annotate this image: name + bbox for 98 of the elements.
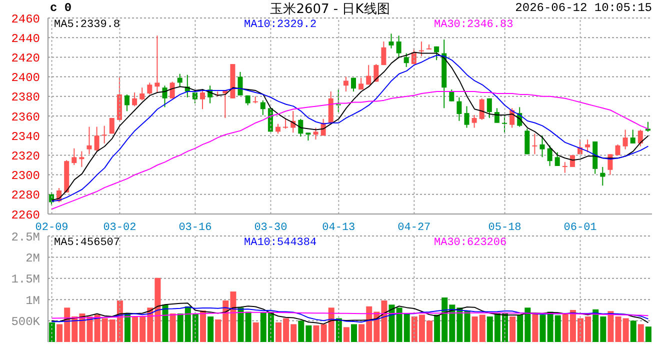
candlestick bbox=[102, 125, 107, 144]
line-series bbox=[51, 306, 649, 323]
text: MA5:2339.8 bbox=[54, 19, 122, 31]
candlestick bbox=[622, 129, 628, 150]
candlestick bbox=[170, 81, 175, 99]
y-tick-label: 2460 bbox=[11, 12, 40, 26]
x-tick-label: 04-13 bbox=[322, 222, 356, 234]
candlestick bbox=[464, 106, 470, 128]
candlestick bbox=[132, 92, 138, 107]
candlestick bbox=[200, 89, 205, 110]
text: MA10:2329.2 bbox=[244, 19, 318, 31]
bar bbox=[630, 320, 636, 342]
text: MA30:623206 bbox=[434, 237, 508, 249]
candlestick bbox=[298, 118, 304, 138]
bar bbox=[124, 314, 130, 342]
candlestick bbox=[479, 98, 484, 120]
y-tick-label: 1M bbox=[26, 294, 40, 308]
candlestick bbox=[404, 52, 409, 68]
y-tick-label: 2360 bbox=[11, 110, 40, 124]
line-series bbox=[51, 302, 649, 324]
text: c 0 bbox=[50, 1, 72, 15]
candlestick bbox=[540, 135, 545, 158]
y-tick-label: 500K bbox=[11, 315, 41, 330]
bar bbox=[208, 316, 214, 342]
x-tick-label: 06-01 bbox=[564, 222, 598, 234]
candlestick bbox=[86, 126, 92, 155]
candlestick bbox=[351, 77, 356, 92]
text: MA5:456507 bbox=[54, 237, 122, 249]
candlestick bbox=[283, 118, 288, 130]
candlestick bbox=[638, 129, 643, 147]
x-tick-label: 04-27 bbox=[398, 222, 431, 234]
bar bbox=[464, 310, 470, 342]
y-tick-label: 2380 bbox=[11, 90, 40, 105]
bar bbox=[608, 311, 614, 342]
y-tick-label: 2M bbox=[26, 251, 40, 266]
y-tick-label: 2420 bbox=[11, 51, 40, 66]
candlestick bbox=[456, 96, 462, 122]
bar bbox=[170, 314, 176, 342]
candlestick bbox=[260, 100, 266, 116]
candlestick bbox=[124, 94, 130, 112]
candlestick bbox=[449, 89, 454, 102]
candlestick bbox=[162, 85, 168, 108]
candlestick bbox=[562, 162, 568, 174]
text: MA10:544384 bbox=[244, 237, 318, 249]
y-tick-label: 1.5M bbox=[11, 272, 40, 287]
bar bbox=[252, 322, 259, 342]
bar bbox=[343, 327, 350, 342]
candlestick bbox=[313, 127, 318, 140]
candlestick bbox=[388, 33, 394, 49]
candlestick bbox=[630, 129, 636, 144]
candlestick bbox=[532, 133, 538, 155]
candlestick bbox=[585, 139, 590, 153]
y-tick-label: 2340 bbox=[11, 130, 40, 144]
candlestick bbox=[177, 73, 182, 88]
y-tick-label: 2320 bbox=[11, 149, 40, 164]
bar bbox=[351, 324, 357, 342]
candlestick bbox=[524, 128, 530, 155]
candlestick bbox=[396, 35, 402, 59]
y-tick-label: 2400 bbox=[11, 71, 40, 86]
x-tick-label: 03-16 bbox=[178, 222, 212, 234]
x-tick-label: 05-18 bbox=[488, 222, 522, 234]
y-tick-label: 2300 bbox=[11, 169, 40, 184]
candlestick bbox=[147, 82, 152, 95]
bar bbox=[162, 304, 168, 342]
bar bbox=[638, 324, 644, 342]
candlestick bbox=[140, 87, 145, 101]
candlestick bbox=[72, 148, 77, 166]
y-tick-label: 2280 bbox=[11, 188, 40, 203]
chart-title: 玉米2607 - 日K线图 bbox=[270, 2, 390, 17]
line-series bbox=[51, 91, 649, 210]
bar bbox=[49, 322, 55, 342]
y-tick-label: 2260 bbox=[11, 208, 40, 222]
bar bbox=[510, 316, 516, 342]
bar bbox=[532, 314, 538, 342]
bar bbox=[200, 310, 206, 342]
x-tick-label: 03-02 bbox=[103, 222, 136, 234]
candlestick bbox=[276, 123, 280, 134]
text: MA30:2346.83 bbox=[434, 19, 514, 31]
candlestick bbox=[366, 64, 372, 86]
candlestick bbox=[494, 108, 500, 124]
candlestick bbox=[154, 35, 160, 93]
candlestick bbox=[343, 76, 348, 92]
candlestick bbox=[554, 152, 560, 166]
candlestick bbox=[238, 71, 243, 96]
candlestick bbox=[547, 144, 552, 166]
candlestick bbox=[472, 114, 477, 128]
candlestick bbox=[486, 98, 492, 118]
candlestick bbox=[434, 46, 440, 61]
candlestick bbox=[418, 41, 424, 57]
candlestick bbox=[94, 126, 100, 152]
candlestick bbox=[79, 150, 84, 168]
candlestick bbox=[645, 121, 650, 132]
bar bbox=[645, 326, 652, 342]
candlestick bbox=[381, 41, 386, 66]
x-tick-label: 03-30 bbox=[254, 222, 288, 234]
y-tick-label: 2440 bbox=[11, 32, 40, 46]
text: 2026-06-12 10:05:15 bbox=[515, 1, 652, 15]
candlestick bbox=[600, 166, 606, 186]
